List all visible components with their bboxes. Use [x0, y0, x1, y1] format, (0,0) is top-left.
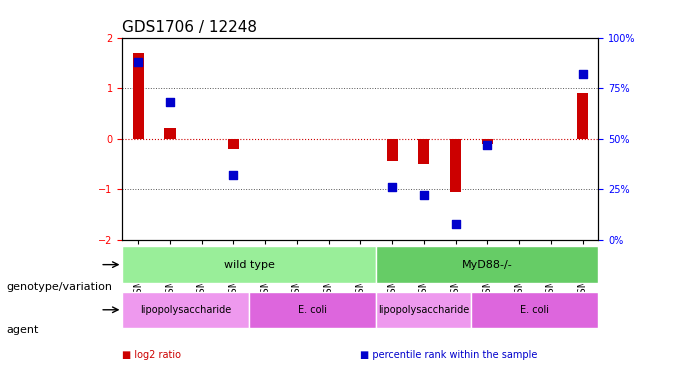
- Text: E. coli: E. coli: [299, 305, 327, 315]
- FancyBboxPatch shape: [122, 292, 250, 328]
- Text: wild type: wild type: [224, 260, 275, 270]
- Bar: [418, 139, 430, 164]
- Point: [482, 142, 493, 148]
- Text: MyD88-/-: MyD88-/-: [462, 260, 513, 270]
- Bar: [577, 93, 588, 139]
- Text: GDS1706 / 12248: GDS1706 / 12248: [122, 20, 258, 35]
- FancyBboxPatch shape: [376, 292, 471, 328]
- Text: agent: agent: [7, 325, 39, 335]
- Point: [450, 220, 461, 226]
- Text: genotype/variation: genotype/variation: [7, 282, 113, 292]
- Point: [133, 59, 143, 65]
- FancyBboxPatch shape: [471, 292, 598, 328]
- Point: [387, 184, 398, 190]
- Bar: [386, 139, 398, 161]
- Text: ■ log2 ratio: ■ log2 ratio: [122, 350, 182, 360]
- Bar: [133, 53, 143, 139]
- Bar: [165, 129, 175, 139]
- FancyBboxPatch shape: [250, 292, 376, 328]
- Text: E. coli: E. coli: [520, 305, 549, 315]
- Text: ■ percentile rank within the sample: ■ percentile rank within the sample: [360, 350, 538, 360]
- FancyBboxPatch shape: [376, 246, 598, 283]
- Point: [577, 71, 588, 77]
- Bar: [450, 139, 461, 192]
- Point: [418, 192, 429, 198]
- Bar: [228, 139, 239, 149]
- Text: lipopolysaccharide: lipopolysaccharide: [378, 305, 469, 315]
- FancyBboxPatch shape: [122, 246, 376, 283]
- Point: [165, 99, 175, 105]
- Bar: [481, 139, 493, 144]
- Point: [228, 172, 239, 178]
- Text: lipopolysaccharide: lipopolysaccharide: [140, 305, 231, 315]
